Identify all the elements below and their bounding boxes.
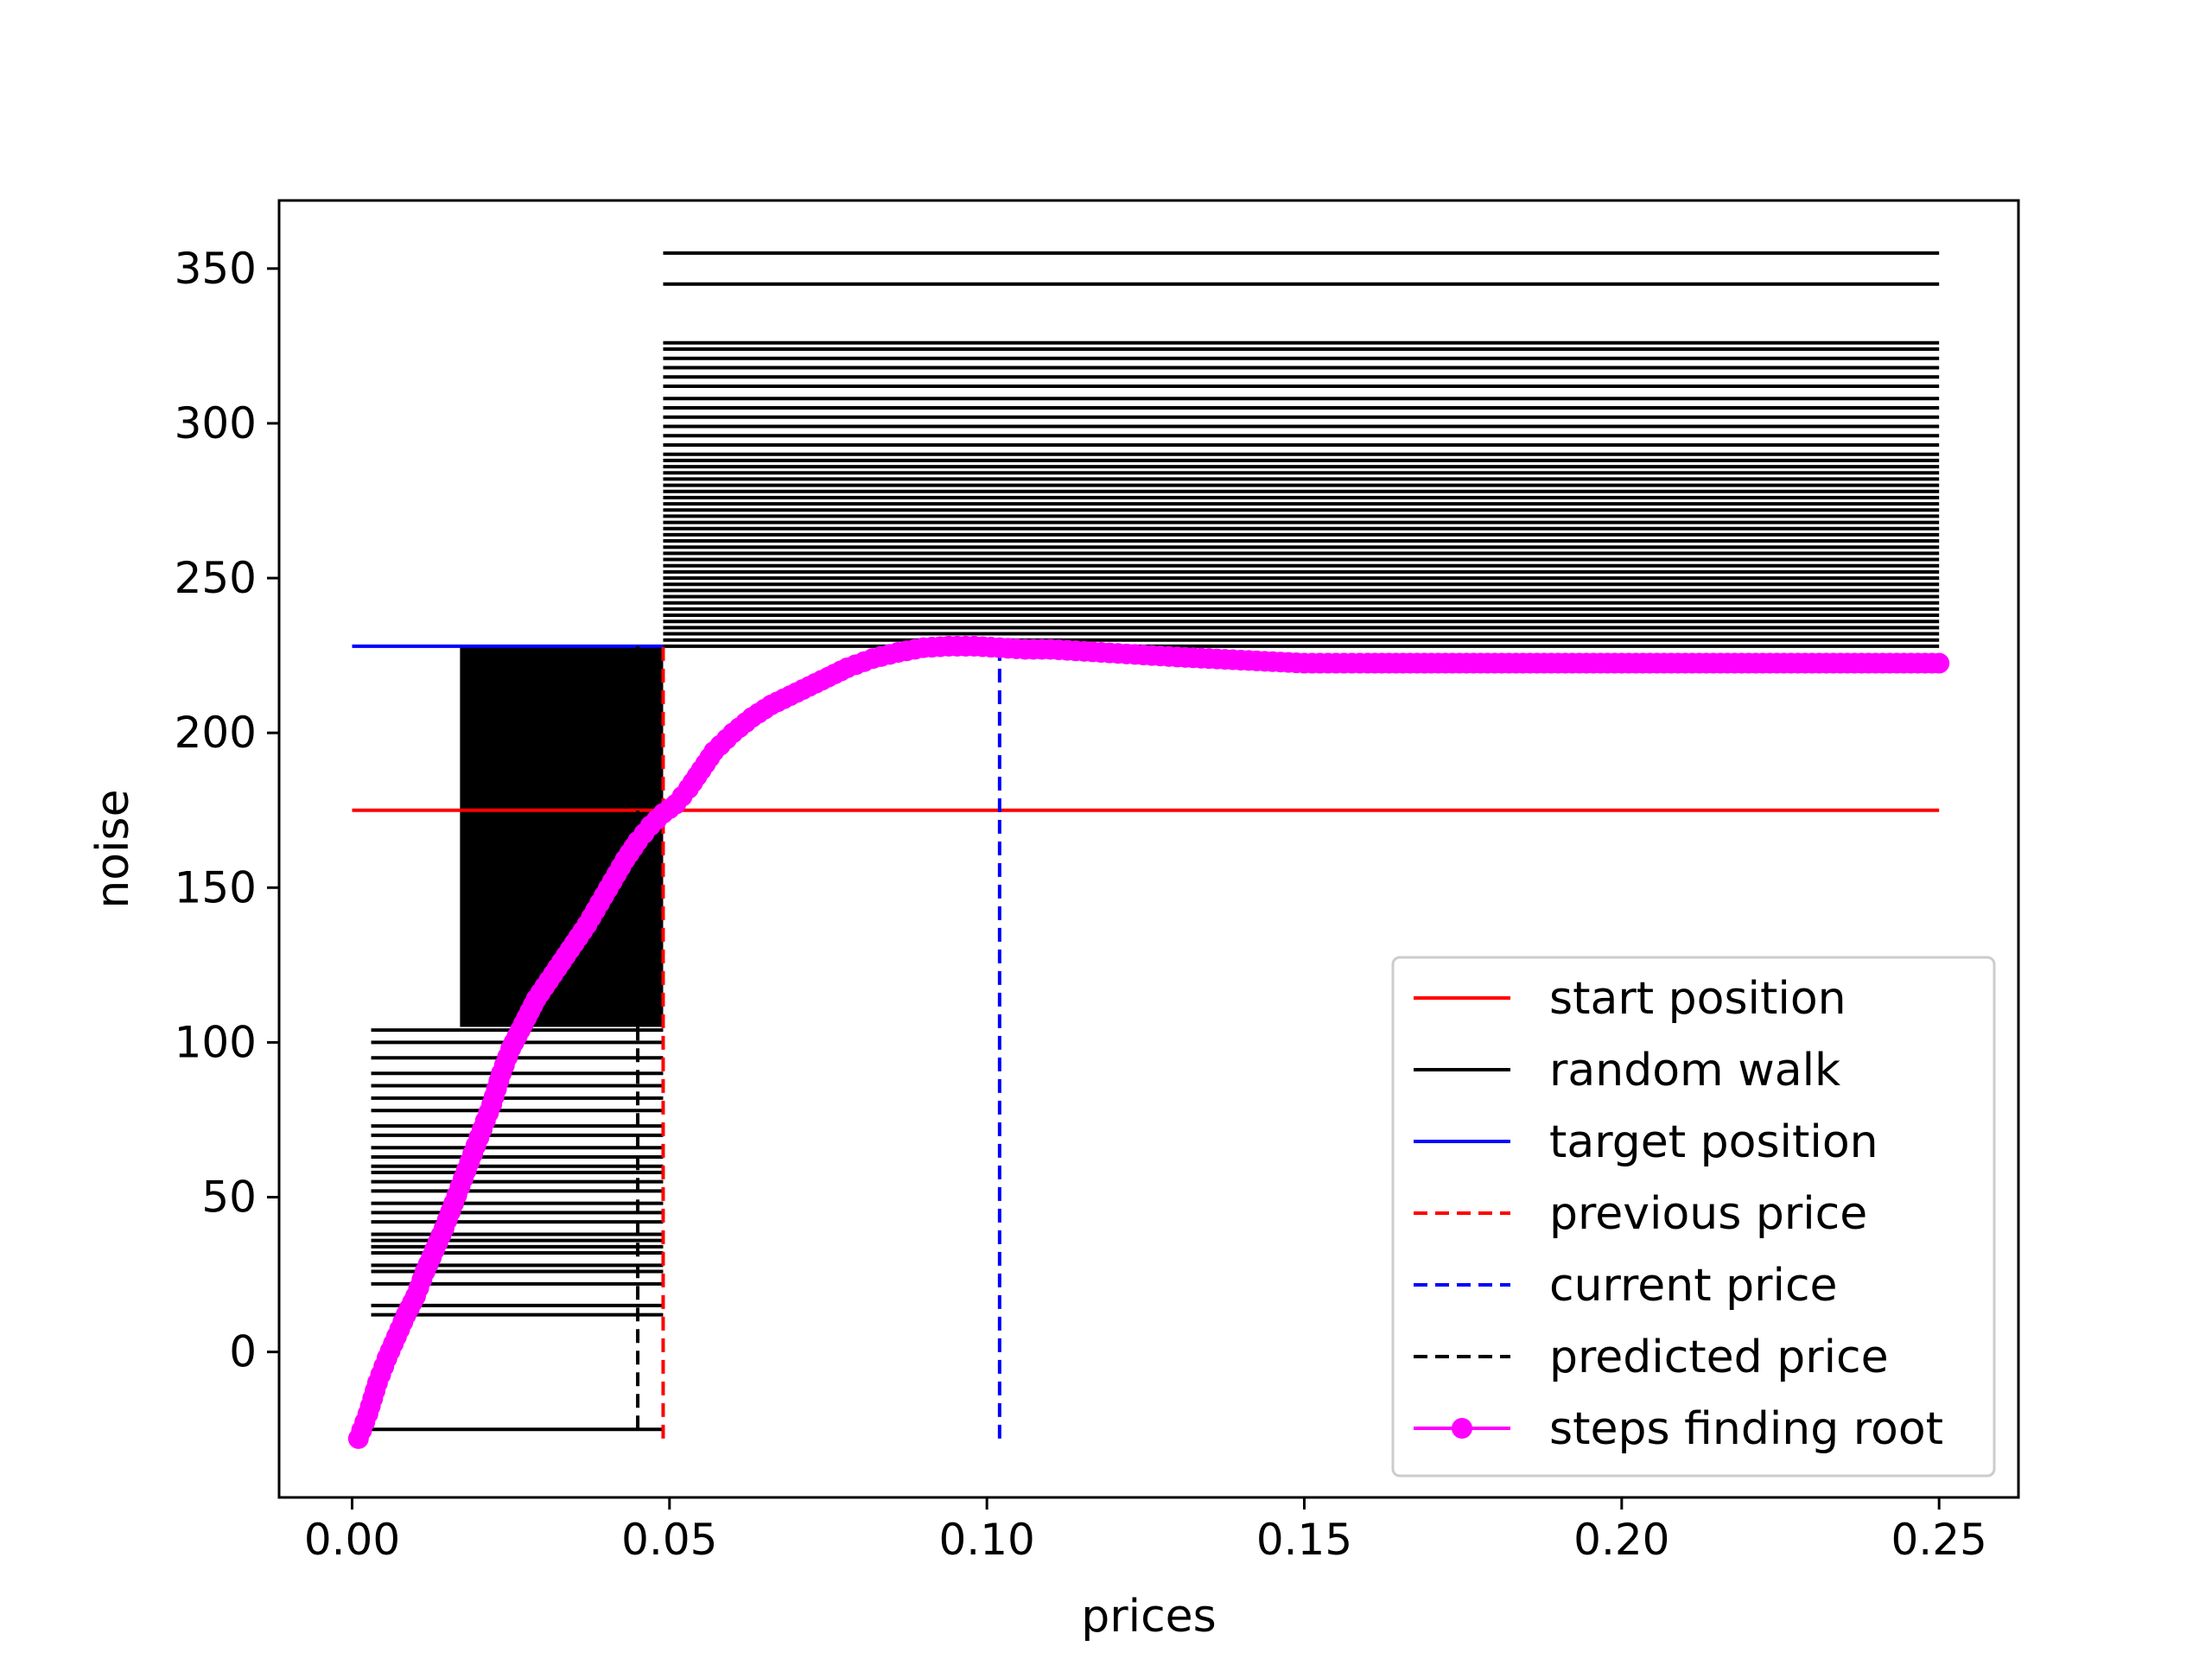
legend-label: random walk [1549, 1045, 1840, 1096]
x-tick-label: 0.15 [1256, 1515, 1352, 1565]
x-tick-label: 0.25 [1891, 1515, 1987, 1565]
y-tick-label: 150 [175, 862, 257, 912]
legend-label: predicted price [1549, 1332, 1889, 1383]
y-tick-label: 100 [175, 1017, 257, 1067]
y-tick-label: 250 [175, 553, 257, 603]
plot-area [347, 251, 1950, 1449]
legend-box [1391, 956, 1996, 1478]
y-axis-label: noise [87, 789, 139, 908]
x-axis-label: prices [1081, 1591, 1217, 1643]
steps-finding-root-point [1929, 652, 1950, 674]
legend-label: start position [1549, 973, 1847, 1025]
legend-label: previous price [1549, 1188, 1867, 1240]
legend-label: target position [1549, 1116, 1878, 1168]
y-tick-label: 0 [229, 1327, 257, 1377]
y-tick-label: 50 [201, 1173, 257, 1223]
plot-frame [277, 199, 2020, 1499]
legend: start position random walk target position… [1391, 956, 1996, 1478]
legend-label: steps finding root [1549, 1403, 1943, 1455]
x-tick-label: 0.10 [938, 1515, 1034, 1565]
x-tick-label: 0.00 [304, 1515, 400, 1565]
x-tick-label: 0.05 [621, 1515, 717, 1565]
y-tick-label: 350 [175, 244, 257, 294]
y-tick-label: 200 [175, 708, 257, 758]
y-tick-label: 300 [175, 398, 257, 448]
legend-marker [1452, 1418, 1472, 1439]
x-tick-label: 0.20 [1573, 1515, 1669, 1565]
legend-label: current price [1549, 1260, 1838, 1312]
